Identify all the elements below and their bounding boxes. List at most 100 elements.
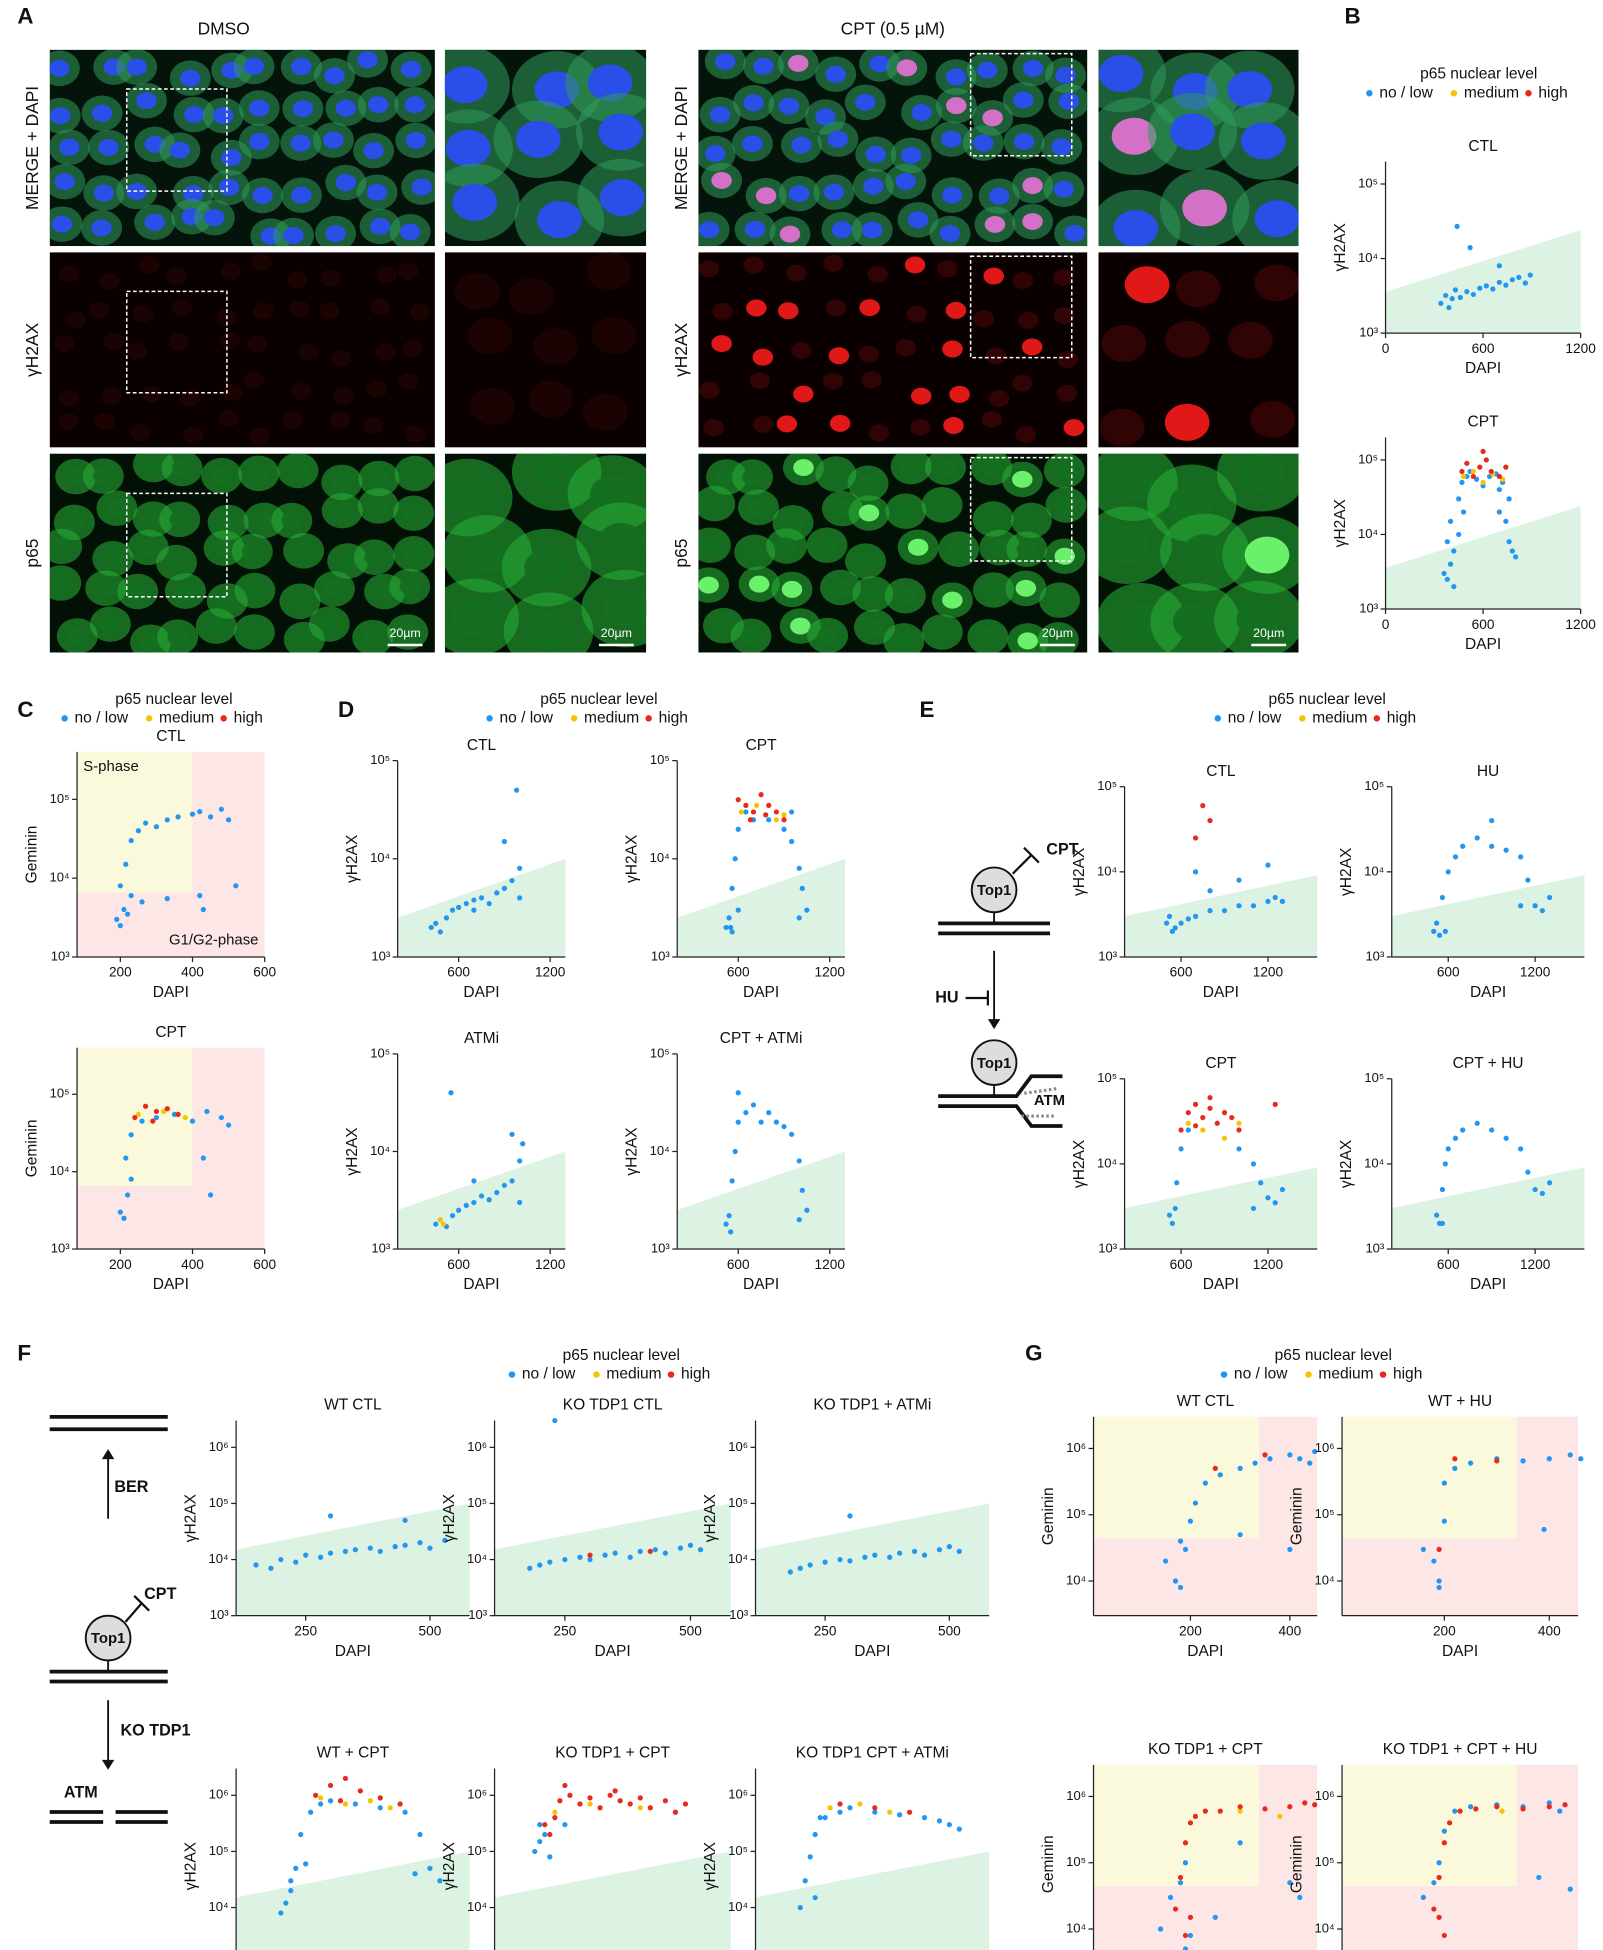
- data-point: [627, 1554, 633, 1560]
- data-point: [517, 895, 523, 901]
- nucleus: [452, 183, 498, 221]
- legend-marker: [1305, 1371, 1312, 1378]
- nucleus: [130, 424, 151, 442]
- data-point: [367, 1545, 373, 1551]
- data-point: [357, 1788, 363, 1794]
- data-point: [1237, 1465, 1243, 1472]
- nucleus: [403, 504, 424, 522]
- y-axis-label: Geminin: [23, 826, 40, 884]
- data-point: [1265, 898, 1271, 904]
- top1-label: Top1: [91, 1631, 125, 1647]
- data-point: [1452, 1808, 1458, 1814]
- chart-title: WT CTL: [1177, 1393, 1235, 1410]
- nucleus: [776, 537, 797, 555]
- data-point: [652, 1547, 658, 1553]
- data-point: [781, 812, 787, 818]
- cpt-label: CPT: [1046, 840, 1078, 858]
- y-tick-label: 10⁵: [370, 752, 390, 767]
- data-point: [1456, 496, 1462, 502]
- y-axis-label: γH2AX: [182, 1841, 199, 1890]
- data-point: [288, 1878, 294, 1884]
- data-point: [367, 1798, 373, 1804]
- x-tick-label: 1200: [1520, 1257, 1551, 1272]
- nucleus: [1016, 540, 1038, 558]
- nucleus: [218, 409, 239, 427]
- x-tick-label: 500: [679, 1623, 702, 1638]
- nucleus: [1017, 311, 1039, 329]
- nucleus: [138, 256, 160, 274]
- data-point: [1489, 1127, 1495, 1133]
- nucleus: [211, 467, 232, 485]
- data-point: [1546, 1800, 1552, 1806]
- data-point: [1452, 1135, 1459, 1141]
- data-point: [1459, 479, 1465, 485]
- data-point: [1177, 1538, 1184, 1544]
- data-point: [787, 1569, 793, 1575]
- data-point: [327, 1782, 334, 1789]
- data-point: [308, 1809, 314, 1815]
- data-point: [1265, 1195, 1271, 1201]
- y-tick-label: 10⁴: [1097, 863, 1117, 878]
- data-point: [1457, 294, 1463, 301]
- data-point: [218, 1114, 224, 1121]
- data-point: [1546, 1180, 1553, 1186]
- data-point: [517, 1158, 523, 1164]
- nucleus: [1049, 591, 1070, 609]
- data-point: [1470, 291, 1476, 298]
- nucleus: [405, 131, 427, 149]
- data-point: [1287, 1452, 1293, 1458]
- legend-marker: [1220, 1371, 1228, 1378]
- legend-label: medium: [159, 709, 214, 726]
- data-point: [847, 1805, 853, 1811]
- data-point: [1182, 1546, 1189, 1553]
- data-point: [1287, 1880, 1293, 1886]
- nucleus: [58, 390, 79, 408]
- y-axis-label: Geminin: [1288, 1835, 1305, 1893]
- nucleus: [603, 590, 647, 628]
- data-point: [1250, 903, 1257, 909]
- gate-region: [1124, 1167, 1318, 1250]
- y-tick-label: 10⁴: [1066, 1572, 1086, 1587]
- nucleus: [791, 136, 812, 154]
- data-point: [278, 1556, 284, 1563]
- data-point: [1454, 223, 1460, 229]
- nucleus: [369, 298, 391, 316]
- data-point: [200, 906, 206, 913]
- data-point: [1265, 862, 1271, 868]
- nucleus: [893, 632, 915, 650]
- legend-marker: [1373, 715, 1381, 722]
- data-point: [1446, 1820, 1453, 1826]
- data-point: [597, 1805, 603, 1811]
- nucleus: [931, 496, 953, 514]
- nucleus: [713, 617, 734, 635]
- data-point: [443, 915, 450, 921]
- y-tick-label: 10⁴: [1314, 1572, 1334, 1587]
- nucleus: [868, 424, 890, 442]
- scatter-plot: 10³ 10⁴ 10⁵ 600 1200 CPT DAPI γH2AX: [624, 737, 846, 1001]
- gate-region: [755, 1851, 990, 1950]
- data-point: [1212, 1914, 1218, 1920]
- nucleus: [323, 131, 344, 149]
- y-tick-label: 10⁵: [1358, 175, 1378, 190]
- data-point: [1477, 464, 1483, 470]
- data-point: [123, 861, 129, 867]
- y-axis-label: Geminin: [23, 1119, 40, 1177]
- nucleus: [831, 221, 853, 239]
- nucleus: [464, 535, 510, 573]
- nucleus: [973, 310, 994, 328]
- x-tick-label: 400: [181, 1257, 204, 1272]
- chart-title: KO TDP1 + CPT: [1148, 1741, 1263, 1758]
- nucleus: [54, 173, 76, 191]
- gate-region: [1385, 230, 1581, 334]
- nucleus: [858, 504, 880, 522]
- data-point: [471, 907, 477, 913]
- data-point: [135, 1111, 141, 1117]
- data-point: [1207, 1095, 1213, 1101]
- data-point: [397, 1801, 403, 1807]
- data-point: [352, 1547, 359, 1553]
- chart-title: CPT: [1205, 1055, 1237, 1072]
- nucleus: [143, 510, 164, 528]
- y-axis-label: γH2AX: [441, 1841, 458, 1890]
- nucleus: [329, 411, 351, 429]
- legend-marker: [486, 715, 493, 722]
